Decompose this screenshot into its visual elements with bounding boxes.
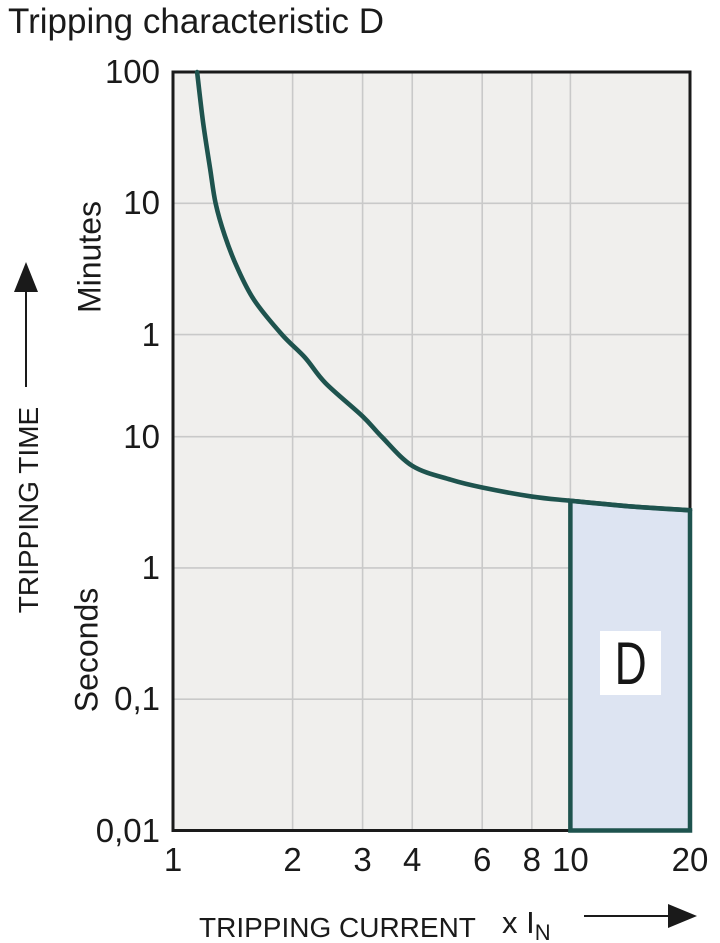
x-tick-label: 2	[283, 841, 302, 878]
y-tick-label: 1	[141, 315, 160, 353]
up-arrow-icon	[14, 262, 38, 387]
region-label: D	[599, 630, 661, 697]
x-tick-label: 8	[522, 841, 542, 878]
y-tick-label: 0,01	[95, 811, 160, 849]
y-tick-label: 10	[123, 417, 160, 455]
x-tick-label: 6	[473, 841, 492, 878]
x-axis-unit: x IN	[502, 905, 551, 943]
x-tick-label: 4	[403, 841, 422, 878]
x-tick-label: 1	[163, 841, 183, 878]
y-tick-label: 10	[123, 184, 160, 222]
x-unit-subscript: N	[534, 920, 551, 943]
x-axis-title: TRIPPING CURRENT	[199, 912, 476, 943]
plot-border	[171, 70, 692, 832]
x-tick-label: 20	[671, 841, 709, 878]
right-arrow-icon	[584, 904, 697, 928]
grid-lines	[173, 72, 690, 831]
x-unit-prefix: x I	[502, 905, 535, 940]
y-tick-label: 0,1	[114, 680, 160, 718]
y-tick-label: 100	[104, 53, 160, 90]
chart-title: Tripping characteristic D	[8, 2, 385, 41]
x-tick-label: 3	[353, 841, 372, 878]
y-tick-label: 1	[141, 548, 160, 586]
trip-curve	[194, 69, 693, 513]
x-tick-label: 10	[552, 841, 589, 878]
